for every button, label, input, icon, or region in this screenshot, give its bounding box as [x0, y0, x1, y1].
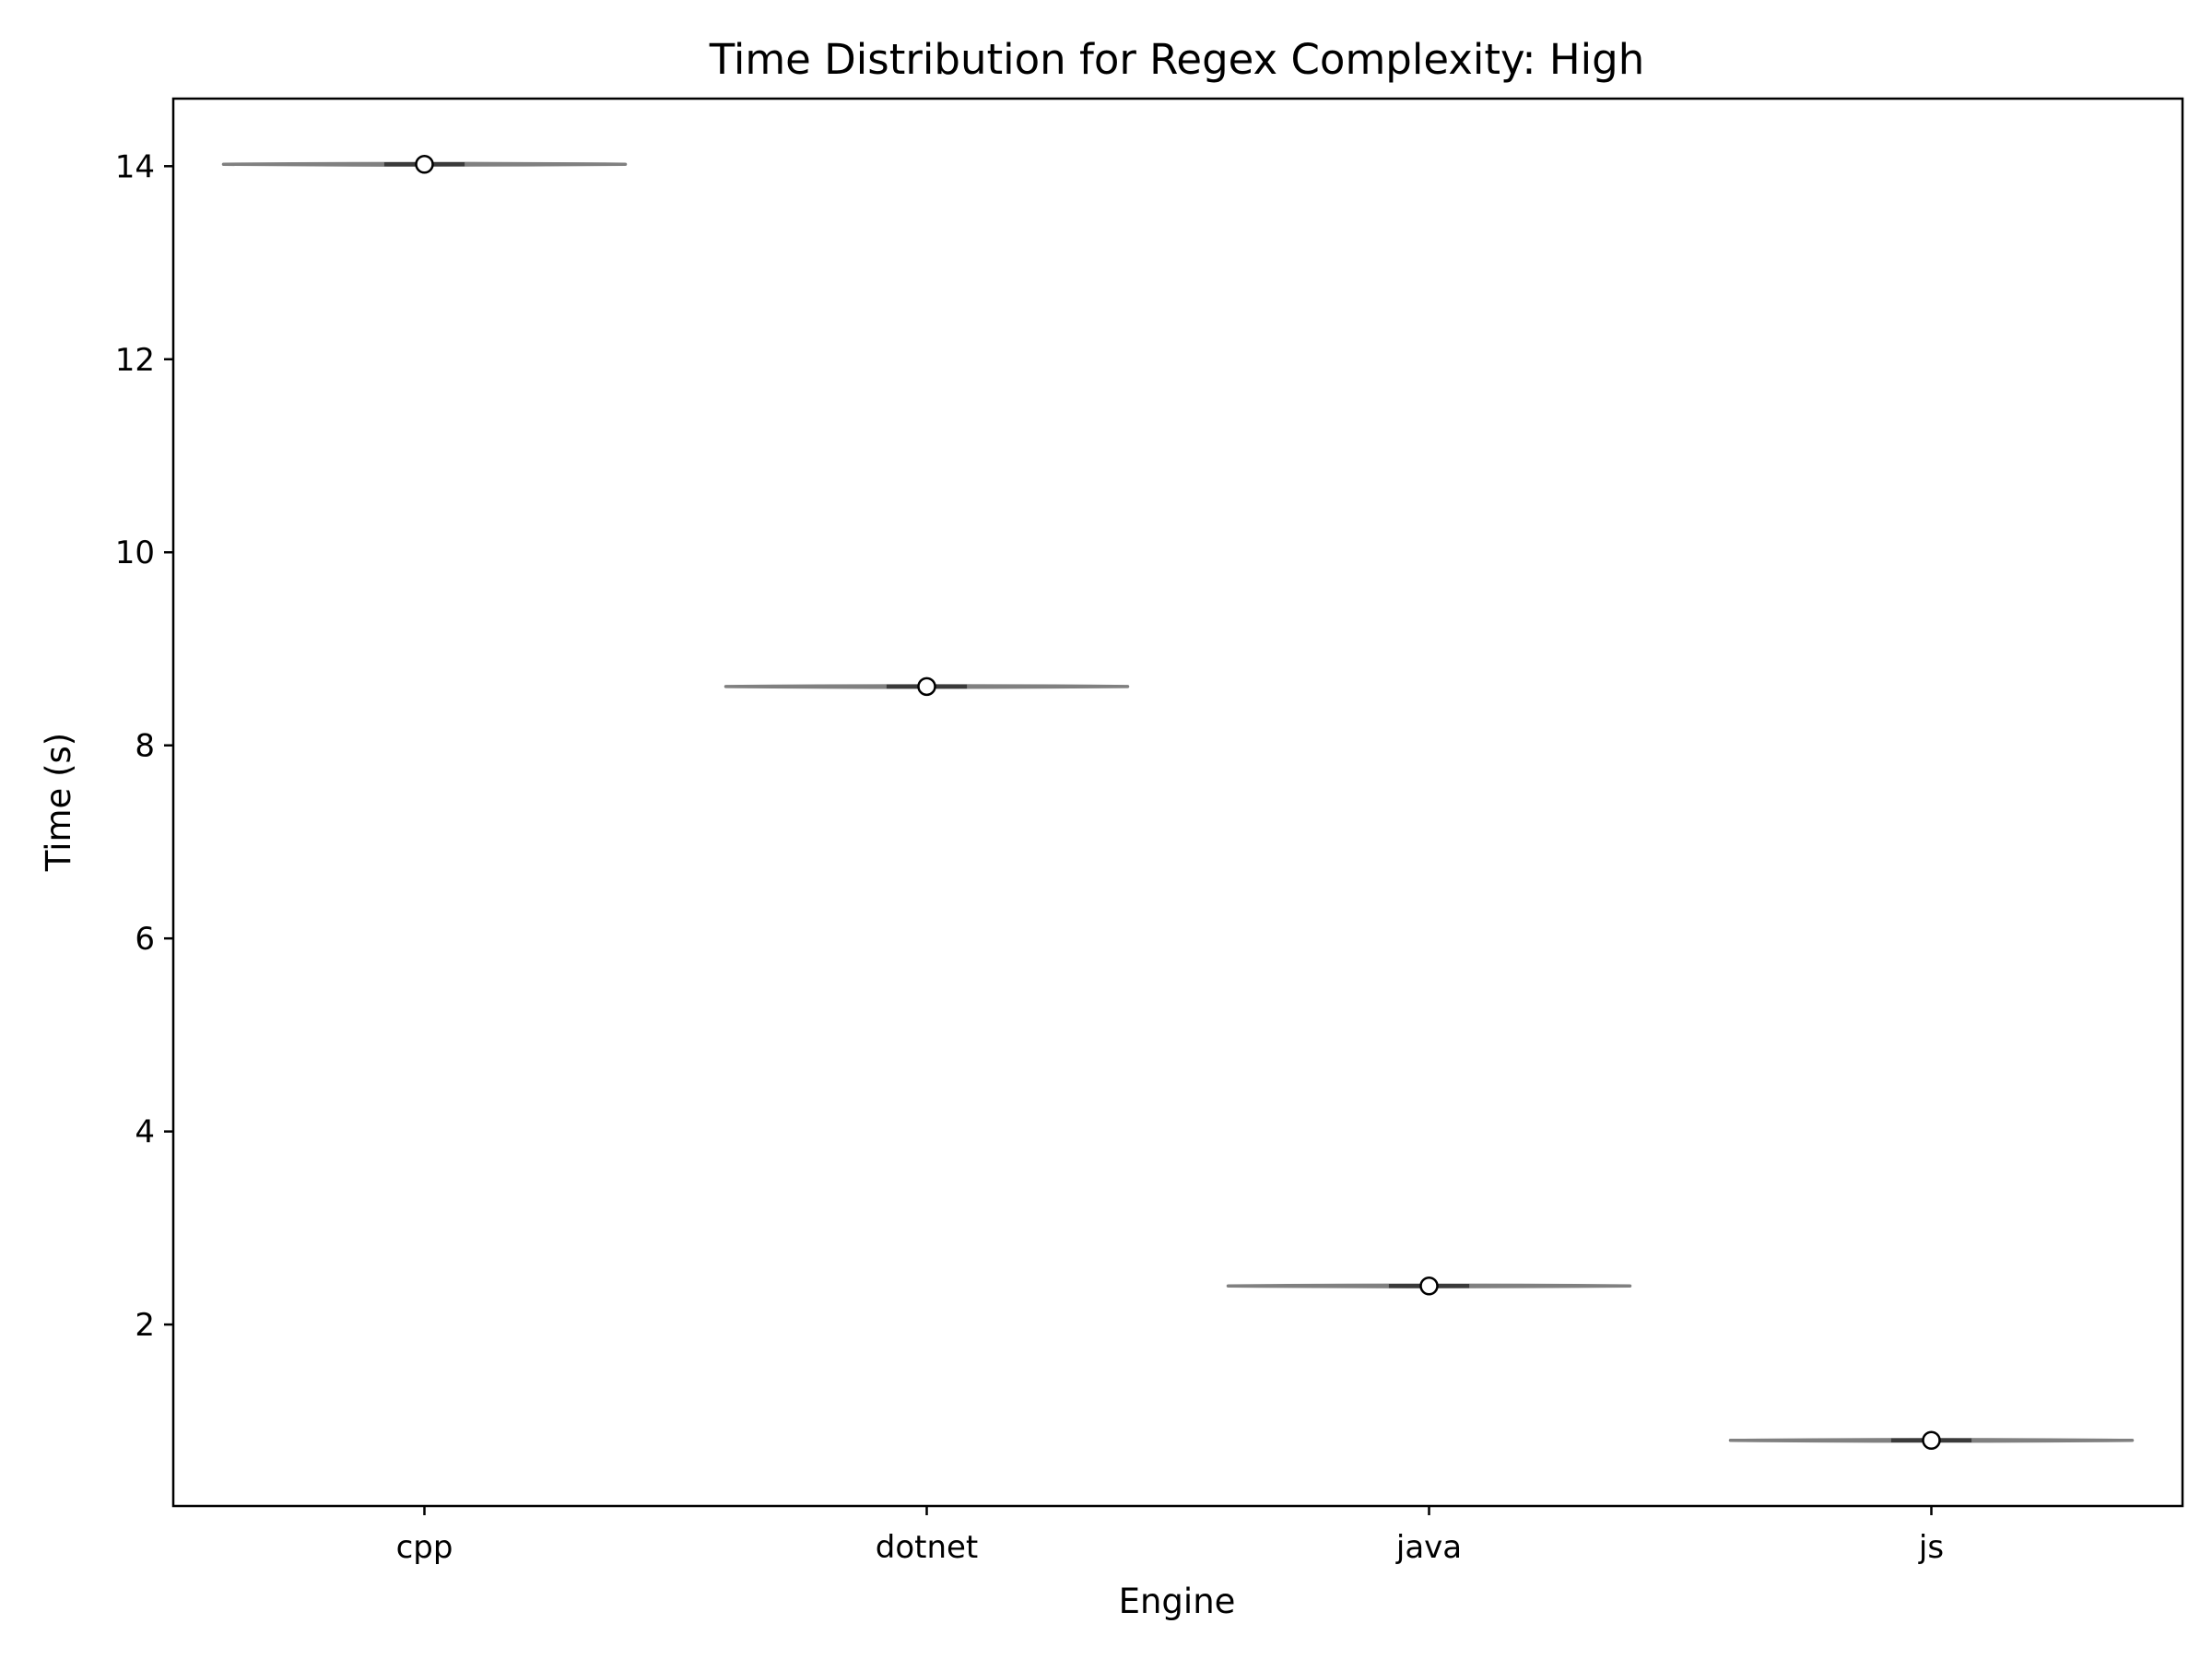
- median-marker: [1419, 1276, 1439, 1296]
- y-tick-label: 4: [135, 1114, 155, 1151]
- violin-java: [1226, 1276, 1632, 1296]
- chart-title: Time Distribution for Regex Complexity: …: [709, 35, 1645, 84]
- y-tick-label: 12: [115, 342, 155, 379]
- x-tick-label: dotnet: [876, 1529, 979, 1566]
- y-axis-label: Time (s): [39, 733, 78, 872]
- y-tick-label: 8: [135, 728, 155, 765]
- violin-js: [1728, 1430, 2135, 1451]
- violin-dotnet: [724, 677, 1130, 697]
- violin-cpp: [221, 154, 628, 174]
- y-axis: 2 4 6 8 10 12 14: [115, 148, 173, 1344]
- median-marker: [1922, 1430, 1941, 1451]
- x-axis-label: Engine: [1119, 1582, 1236, 1621]
- median-marker: [917, 677, 936, 697]
- median-marker: [415, 154, 434, 174]
- x-tick-label: java: [1395, 1529, 1462, 1566]
- violins: [221, 154, 2135, 1451]
- y-tick-label: 14: [115, 148, 155, 185]
- y-tick-label: 10: [115, 535, 155, 571]
- x-tick-label: cpp: [396, 1529, 453, 1566]
- x-tick-label: js: [1918, 1529, 1944, 1566]
- y-tick-label: 2: [135, 1307, 155, 1344]
- y-tick-label: 6: [135, 921, 155, 958]
- plot-frame: [171, 97, 2184, 1508]
- x-axis: cpp dotnet java js: [396, 1506, 1944, 1566]
